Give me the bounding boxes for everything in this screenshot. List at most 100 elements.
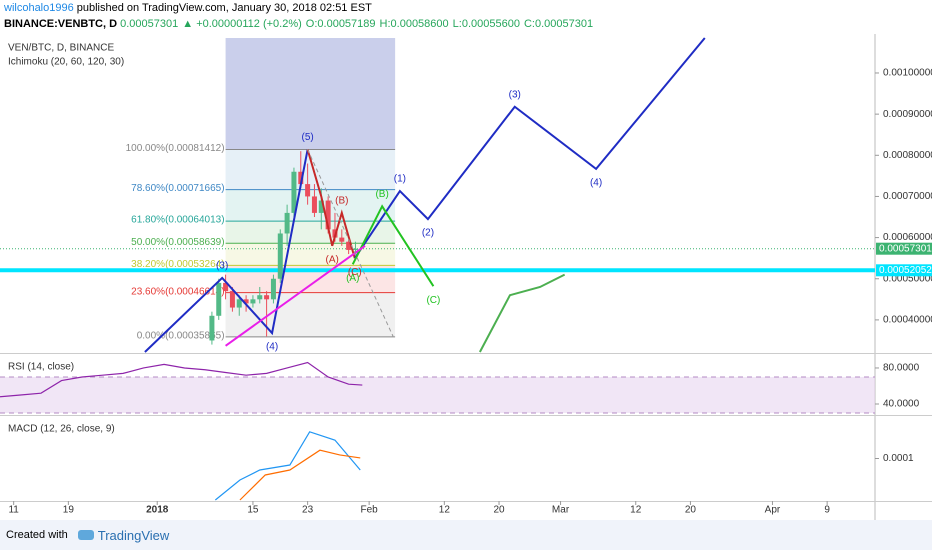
x-tick-label: 11 [8, 505, 19, 516]
y-tick-label: 80.0000 [883, 363, 920, 374]
fib-label: 100.00%(0.00081412) [126, 143, 225, 154]
fib-zone [225, 292, 396, 337]
candle-body [339, 237, 345, 242]
publish-line: wilcohalo1996 published on TradingView.co… [4, 0, 597, 16]
wave-label: (A) [346, 273, 359, 284]
x-tick-label: 15 [247, 505, 259, 516]
candle-body [284, 212, 290, 234]
wave-label: (2) [422, 228, 434, 239]
candle-body [243, 299, 249, 304]
candle-body [216, 282, 222, 316]
brand[interactable]: TradingView [97, 527, 170, 543]
created-with: Created with [6, 529, 68, 541]
symbol: BINANCE:VENBTC, D [4, 18, 118, 30]
drawing-line [306, 149, 356, 259]
wave-label: (C) [348, 267, 362, 278]
candle-body [223, 282, 229, 292]
candle-body [346, 241, 352, 250]
chart: 100.00%(0.00081412) 78.60%(0.00071665) 61.… [0, 34, 932, 520]
candle-body [264, 295, 270, 300]
panel-subtitle: Ichimoku (20, 60, 120, 30) [8, 57, 124, 68]
y-tick-label: 0.00100000 [883, 68, 932, 79]
high: H:0.00058600 [379, 18, 449, 30]
wave-label: (C) [426, 295, 440, 306]
candle-body [311, 196, 317, 213]
last-price: 0.00057301 [120, 18, 179, 30]
x-tick-label: 19 [63, 505, 75, 516]
candle-body [298, 171, 304, 185]
wave-label: (3) [509, 89, 521, 100]
x-tick-label: 12 [630, 505, 642, 516]
candle-body [270, 278, 276, 300]
x-tick-label: 23 [302, 505, 314, 516]
published: published on TradingView.com, January 30… [76, 2, 372, 14]
wave-label: (4) [590, 178, 602, 189]
drawing-line [144, 149, 309, 353]
candle-body [229, 291, 235, 308]
wave-label: (B) [375, 189, 388, 200]
price-tag [876, 242, 932, 255]
rsi-band [0, 376, 875, 413]
x-tick-label: 2018 [146, 505, 169, 516]
fib-zone [225, 221, 396, 244]
fib-label: 50.00%(0.00058639) [131, 237, 224, 248]
wave-label: (3) [216, 261, 228, 272]
candle-body [318, 200, 324, 213]
candle-body [257, 295, 263, 300]
y-tick-label: 0.00070000 [883, 191, 932, 202]
candle-body [277, 233, 283, 279]
candle-body [209, 315, 215, 341]
price-tag [876, 264, 932, 277]
fib-extension [225, 38, 396, 150]
fib-label: 23.60%(0.00046614) [131, 286, 224, 297]
price-tag-label: 0.00052052 [879, 265, 932, 276]
open: O:0.00057189 [305, 18, 376, 30]
drawing-line [225, 245, 366, 347]
candle-body [352, 248, 358, 250]
candle-body [250, 299, 256, 304]
price-tag-label: 0.00057301 [879, 243, 932, 254]
x-tick-label: 12 [439, 505, 451, 516]
fib-label: 38.20%(0.00053264) [131, 259, 224, 270]
candle-body [291, 171, 297, 213]
wave-label: (4) [266, 342, 278, 353]
author[interactable]: wilcohalo1996 [4, 2, 74, 14]
panel-title: RSI (14, close) [8, 362, 74, 373]
drawing-line [353, 37, 706, 259]
candle-body [236, 299, 242, 308]
wave-label: (B) [335, 196, 348, 207]
drawing-line [307, 149, 394, 337]
fib-label: 61.80%(0.00064013) [131, 215, 224, 226]
indicator-line [0, 361, 363, 398]
drawing-line [478, 273, 566, 353]
x-tick-label: Feb [361, 505, 379, 516]
change: ▲ +0.00000112 (+0.2%) [182, 18, 302, 30]
quote-line: BINANCE:VENBTC, D 0.00057301 ▲ +0.0000011… [4, 16, 597, 32]
footer: Created with TradingView [0, 520, 932, 550]
fib-label: 78.60%(0.00071665) [131, 183, 224, 194]
y-tick-label: 0.0001 [883, 453, 914, 464]
close: C:0.00057301 [523, 18, 594, 30]
wave-label: (A) [326, 254, 339, 265]
wave-label: (1) [394, 174, 406, 185]
header: wilcohalo1996 published on TradingView.co… [4, 0, 597, 32]
x-tick-label: 9 [824, 505, 830, 516]
low: L:0.00055600 [452, 18, 520, 30]
y-tick-label: 0.00090000 [883, 109, 932, 120]
y-tick-label: 0.00060000 [883, 232, 932, 243]
panel-title: VEN/BTC, D, BINANCE [8, 43, 114, 54]
candle-body [325, 200, 331, 230]
y-tick-label: 0.00050000 [883, 273, 932, 284]
wave-label: (5) [302, 132, 314, 143]
candle-body [305, 184, 311, 197]
fib-zone [225, 189, 396, 222]
y-tick-label: 0.00080000 [883, 150, 932, 161]
x-tick-label: Mar [552, 505, 570, 516]
indicator-line [214, 431, 361, 501]
indicator-line [239, 449, 361, 501]
y-tick-label: 0.00040000 [883, 315, 932, 326]
fib-zone [225, 243, 396, 266]
logo [77, 530, 94, 540]
y-tick-label: 40.0000 [883, 399, 920, 410]
